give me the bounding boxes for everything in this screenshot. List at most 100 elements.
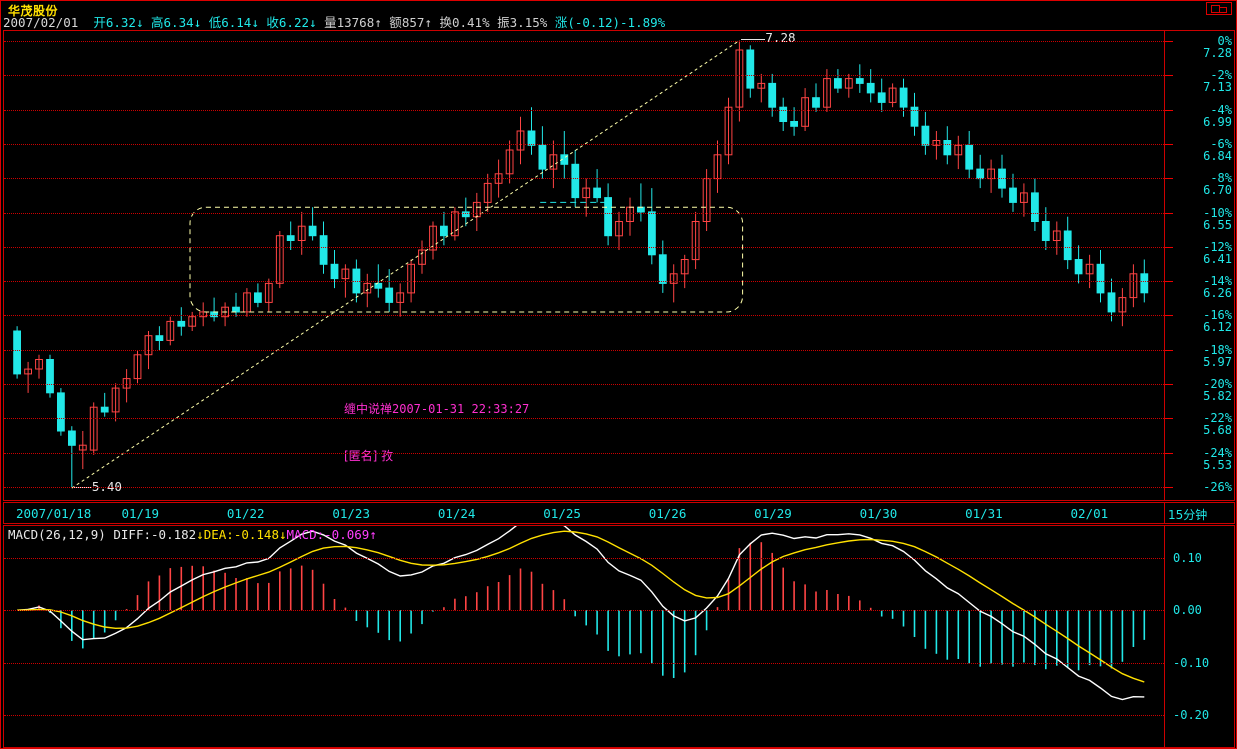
price-axis-percent: -24% <box>1203 445 1232 460</box>
price-axis-price: 7.13 <box>1203 80 1232 95</box>
quote-close-label: 收 <box>266 15 279 30</box>
quote-amount-label: 额 <box>389 15 402 30</box>
quote-date: 2007/02/01 <box>3 15 79 30</box>
price-axis-tick <box>1165 384 1173 385</box>
price-axis-percent: -26% <box>1203 479 1232 494</box>
quote-amount-arrow: ↑ <box>424 15 432 30</box>
quote-close-value: 6.22 <box>278 15 310 30</box>
price-axis-price: 6.26 <box>1203 286 1232 301</box>
window-restore-icon[interactable] <box>1206 2 1232 15</box>
price-chart-pane[interactable]: 7.28 5.40 缠中说禅2007-01-31 22:33:27 [匿名] 孜… <box>3 30 1235 501</box>
date-axis-label: 01/19 <box>121 506 160 521</box>
price-axis-tick <box>1165 315 1173 317</box>
quote-amplitude-label: 振 <box>497 15 510 30</box>
macd-macd-value: -0.069 <box>324 527 370 542</box>
price-gridline <box>4 75 1164 77</box>
price-axis-tick <box>1165 349 1173 351</box>
macd-macd-arrow: ↑ <box>369 527 377 542</box>
title-bar: 华茂股份 <box>2 1 1236 18</box>
price-gridline <box>4 315 1164 317</box>
annotation-text-block: 缠中说禅2007-01-31 22:33:27 [匿名] 孜 2007-01-3… <box>344 371 984 500</box>
price-gridline <box>4 212 1164 214</box>
quote-bar: 2007/02/01 开6.32↓ 高6.34↓ 低6.14↓ 收6.22↓ 量… <box>3 16 1235 30</box>
macd-gridline <box>4 715 1164 717</box>
price-axis-row: -6% 6.84 <box>1166 138 1232 162</box>
macd-macd-label: MACD: <box>286 527 325 542</box>
macd-gridline <box>4 662 1164 664</box>
price-axis-percent: -12% <box>1203 239 1232 254</box>
price-axis-price: 6.12 <box>1203 320 1232 335</box>
price-axis-tick <box>1165 75 1173 77</box>
price-plot-area[interactable]: 7.28 5.40 缠中说禅2007-01-31 22:33:27 [匿名] 孜… <box>4 31 1164 500</box>
annotation-line-2: [匿名] 孜 <box>344 448 394 463</box>
price-axis-row: -18% 5.97 <box>1166 344 1232 368</box>
quote-change-label: 涨 <box>554 15 568 30</box>
price-axis-percent: -16% <box>1203 308 1232 323</box>
high-price-marker: 7.28 <box>765 31 796 45</box>
price-axis-row: -8% 6.70 <box>1166 172 1232 196</box>
price-gridline <box>4 384 1164 385</box>
price-axis-percent: -10% <box>1203 205 1232 220</box>
price-axis-tick <box>1165 452 1173 454</box>
price-axis-percent: -18% <box>1203 342 1232 357</box>
price-gridline <box>4 452 1164 454</box>
macd-diff-label: DIFF: <box>113 527 152 542</box>
price-axis-tick <box>1165 41 1173 42</box>
price-gridline <box>4 109 1164 111</box>
macd-dea-arrow: ↓ <box>278 527 287 542</box>
quote-low-value: 6.14 <box>221 15 252 30</box>
date-axis-label: 01/29 <box>754 506 792 521</box>
macd-dea-label: DEA: <box>203 527 234 542</box>
price-axis-percent: -20% <box>1203 377 1232 391</box>
price-axis-percent: -14% <box>1203 274 1232 289</box>
date-axis-label: 01/30 <box>859 506 898 521</box>
price-axis-percent: -8% <box>1210 171 1232 186</box>
price-axis-row: -20% 5.82 <box>1166 378 1232 402</box>
macd-axis-label: -0.20 <box>1173 708 1210 723</box>
price-axis-percent: -6% <box>1210 136 1232 151</box>
price-axis-tick <box>1165 418 1173 420</box>
price-axis-tick <box>1165 486 1173 488</box>
quote-volume-arrow: ↑ <box>374 15 382 30</box>
date-axis-label: 2007/01/18 <box>16 506 92 521</box>
price-axis-row: -16% 6.12 <box>1166 309 1232 333</box>
macd-axis: 0.10 0.00 -0.10 -0.20 <box>1164 526 1234 747</box>
macd-diff-value: -0.182 <box>151 527 197 542</box>
period-indicator[interactable]: 15分钟 <box>1164 503 1234 523</box>
macd-axis-label: -0.10 <box>1173 655 1210 670</box>
date-axis-label: 02/01 <box>1070 506 1109 521</box>
price-axis-price: 6.70 <box>1203 183 1232 198</box>
price-axis-row: -24% 5.53 <box>1166 447 1232 471</box>
price-axis-percent: 0% <box>1217 34 1232 48</box>
quote-amplitude-value: 3.15% <box>509 15 548 30</box>
quote-open-arrow: ↓ <box>135 15 144 30</box>
price-gridline <box>4 349 1164 351</box>
price-gridline <box>4 281 1164 283</box>
quote-low-arrow: ↓ <box>251 15 259 30</box>
price-gridline <box>4 486 1164 488</box>
quote-close-arrow: ↓ <box>309 15 317 30</box>
quote-amount-value: 857 <box>401 15 425 30</box>
price-axis-price: 6.41 <box>1203 251 1232 266</box>
price-axis: 0% 7.28 -2% 7.13 -4% 6.99 -6% 6.84 -8% 6.70 -10% 6.… <box>1164 31 1234 500</box>
price-axis-tick <box>1165 281 1173 283</box>
macd-pane[interactable]: MACD(26,12,9) DIFF:-0.182↓DEA:-0.148↓MAC… <box>3 525 1235 748</box>
price-axis-price: 6.84 <box>1203 148 1232 163</box>
quote-volume-value: 13768 <box>336 15 375 30</box>
price-axis-price: 5.68 <box>1203 423 1232 438</box>
price-axis-row: -2% 7.13 <box>1166 69 1232 93</box>
quote-low-label: 低 <box>208 15 222 30</box>
stock-name: 华茂股份 <box>8 4 59 18</box>
quote-high-arrow: ↓ <box>193 15 202 30</box>
macd-axis-label: 0.10 <box>1173 550 1202 565</box>
macd-plot-area[interactable] <box>4 526 1164 747</box>
date-axis-label: 01/22 <box>226 506 265 521</box>
date-axis-label: 01/25 <box>543 506 581 521</box>
price-axis-tick <box>1165 143 1173 145</box>
date-axis-label: 01/24 <box>437 506 476 521</box>
price-gridline <box>4 41 1164 42</box>
quote-change-value: (-0.12)-1.89% <box>567 15 666 30</box>
macd-title: MACD(26,12,9) <box>8 527 106 542</box>
price-axis-price: 5.53 <box>1203 457 1232 472</box>
